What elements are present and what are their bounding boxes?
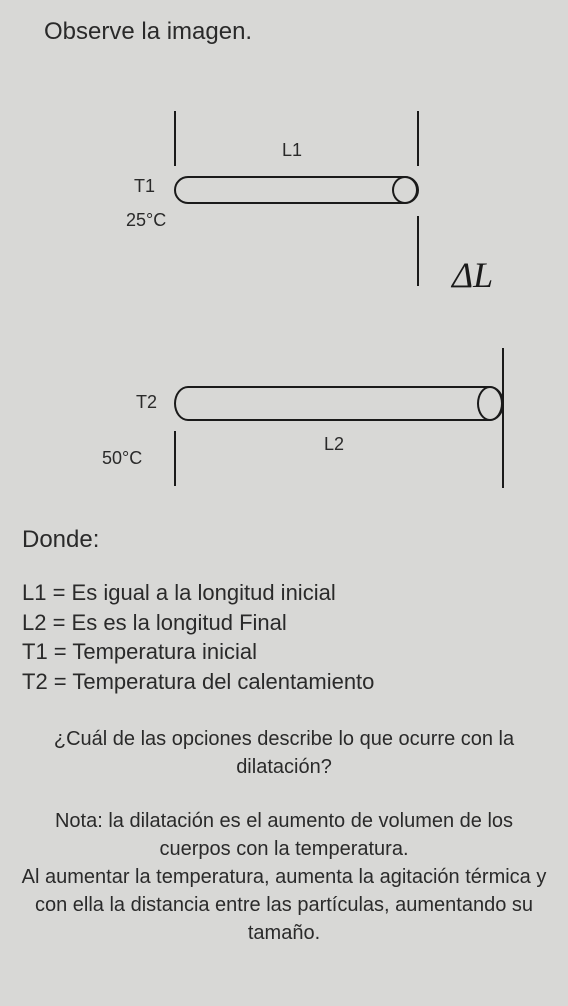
question-text: ¿Cuál de las opciones describe lo que oc… — [24, 725, 544, 781]
donde-heading: Donde: — [22, 526, 554, 554]
def-l2: L2 = Es es la longitud Final — [22, 608, 554, 638]
rod1 — [174, 176, 419, 204]
t1-label: T1 — [134, 176, 155, 197]
mid-tick — [417, 216, 419, 286]
def-t2: T2 = Temperatura del calentamiento — [22, 667, 554, 697]
rod2-tick-left — [174, 431, 176, 486]
t1-temp: 25°C — [126, 210, 166, 231]
rod1-tick-left — [174, 111, 176, 166]
t2-temp: 50°C — [102, 448, 142, 469]
l2-label: L2 — [324, 434, 344, 455]
note-text-2: Al aumentar la temperatura, aumenta la a… — [18, 863, 550, 947]
t2-label: T2 — [136, 392, 157, 413]
rod1-tick-right — [417, 111, 419, 166]
def-l1: L1 = Es igual a la longitud inicial — [22, 578, 554, 608]
instruction-title: Observe la imagen. — [44, 18, 554, 46]
dilation-diagram: L1 T1 25°C ΔL T2 L2 50°C — [24, 76, 544, 506]
note-text-1: Nota: la dilatación es el aumento de vol… — [18, 807, 550, 863]
def-t1: T1 = Temperatura inicial — [22, 637, 554, 667]
delta-l-label: ΔL — [452, 254, 493, 296]
rod2-tick-right — [502, 348, 504, 488]
l1-label: L1 — [282, 140, 302, 161]
definitions-block: L1 = Es igual a la longitud inicial L2 =… — [22, 578, 554, 697]
rod2 — [174, 386, 504, 421]
